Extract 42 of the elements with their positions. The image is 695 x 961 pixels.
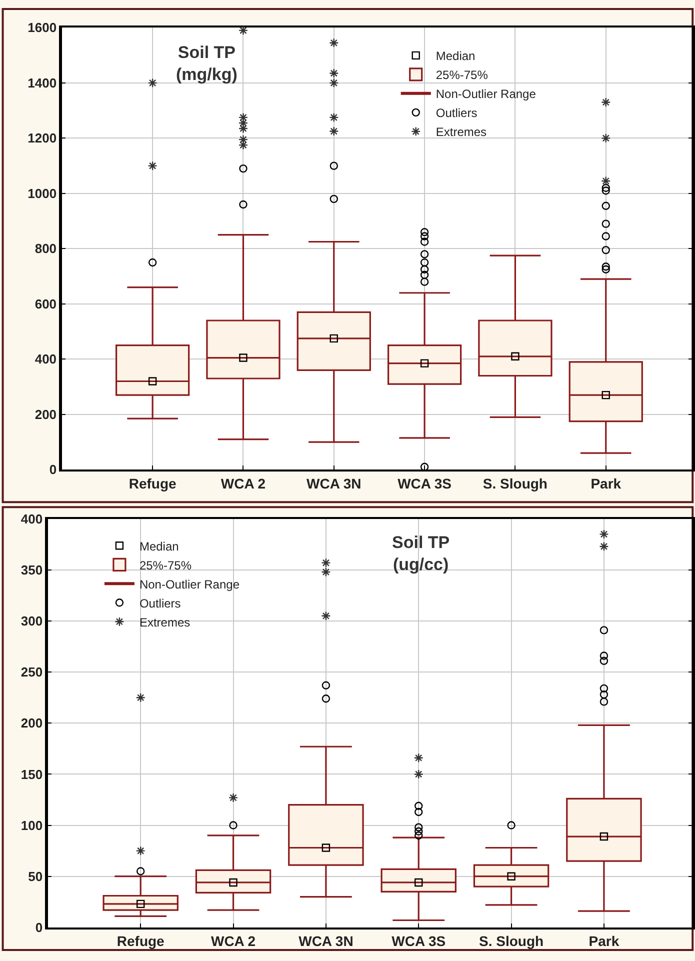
y-tick-label: 100	[20, 818, 43, 833]
x-tick-label: WCA 3N	[306, 475, 362, 492]
x-tick-label: WCA 2	[220, 475, 266, 492]
x-tick-label: WCA 3S	[392, 933, 446, 950]
y-tick-label: 50	[28, 868, 43, 884]
y-tick-label: 1400	[28, 75, 57, 90]
legend-label: Extremes	[139, 615, 190, 630]
y-tick-label: 0	[49, 462, 57, 478]
y-tick-label: 0	[35, 920, 43, 935]
y-tick-label: 1000	[28, 186, 57, 201]
y-tick-label: 350	[20, 562, 43, 578]
y-tick-label: 1200	[28, 130, 57, 146]
x-tick-label: WCA 3N	[298, 933, 354, 950]
annotation: Non-Outlier Range	[436, 87, 536, 102]
x-tick-label: Refuge	[128, 475, 177, 492]
y-tick-label: 200	[20, 716, 43, 731]
x-tick-label: S. Slough	[479, 933, 544, 950]
x-tick-label: WCA 3S	[398, 475, 452, 492]
x-tick-label: Refuge	[116, 933, 165, 950]
y-tick-label: 250	[20, 664, 43, 680]
y-tick-label: 200	[34, 406, 57, 422]
annotation: Non-Outlier Range	[139, 577, 240, 592]
y-tick-label: 150	[20, 766, 43, 782]
text: Soil TP (ug/cc)	[392, 533, 450, 574]
y-tick-label: 400	[34, 352, 57, 367]
x-tick-label: Park	[590, 475, 622, 492]
x-tick-label: Park	[588, 933, 620, 950]
legend-label: 25%-75%	[436, 68, 488, 82]
legend-label: Outliers	[139, 596, 181, 610]
y-tick-label: 300	[20, 614, 43, 629]
y-tick-label: 1600	[28, 20, 57, 36]
y-tick-label: 400	[20, 511, 43, 526]
text: Soil TP (mg/kg)	[176, 43, 238, 84]
legend-label: 25%-75%	[139, 558, 192, 572]
y-tick-label: 600	[34, 296, 57, 312]
y-tick-label: 800	[34, 241, 57, 256]
x-tick-label: S. Slough	[482, 475, 548, 492]
legend-label: Outliers	[436, 106, 478, 120]
legend-label: Median	[139, 539, 179, 554]
legend-label: Median	[436, 49, 476, 64]
x-tick-label: WCA 2	[210, 933, 256, 950]
legend-label: Extremes	[436, 125, 487, 140]
